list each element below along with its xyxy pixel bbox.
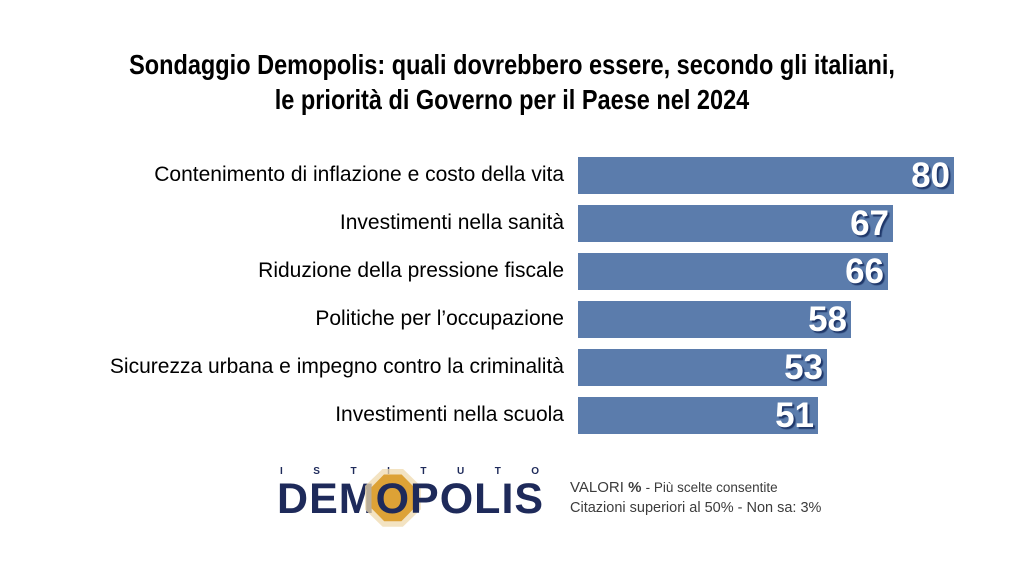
logo-letter: D bbox=[277, 475, 310, 523]
logo-istituto-letter: I bbox=[280, 466, 283, 477]
title-line-2: le priorità di Governo per il Paese nel … bbox=[274, 84, 750, 115]
bar-track: 58 bbox=[578, 299, 991, 339]
chart-row: Riduzione della pressione fiscale 66 bbox=[33, 247, 991, 295]
logo-istituto-letter: T bbox=[350, 466, 357, 477]
logo-istituto-letter: O bbox=[531, 466, 540, 477]
category-label: Politiche per l’occupazione bbox=[315, 307, 564, 330]
bar: 51 bbox=[578, 395, 818, 435]
bar-track: 66 bbox=[578, 251, 991, 291]
value-label: 53 bbox=[784, 347, 823, 387]
logo-demopolis-text: DEMOPOLIS bbox=[277, 468, 545, 527]
logo-letter: S bbox=[514, 475, 545, 523]
chart-row: Investimenti nella sanità 67 bbox=[33, 199, 991, 247]
logo-letter: I bbox=[501, 475, 515, 523]
percent-symbol: % bbox=[628, 479, 642, 496]
footnote-line-2: Citazioni superiori al 50% - Non sa: 3% bbox=[570, 500, 822, 516]
logo-istituto-letter: S bbox=[313, 466, 320, 477]
logo-letter: O bbox=[439, 475, 475, 523]
value-label: 51 bbox=[775, 395, 814, 435]
category-label: Sicurezza urbana e impegno contro la cri… bbox=[109, 355, 564, 378]
logo-letter: P bbox=[410, 475, 440, 523]
bar-track: 80 bbox=[578, 155, 991, 195]
chart-row: Sicurezza urbana e impegno contro la cri… bbox=[33, 343, 991, 391]
bar-chart: Contenimento di inflazione e costo della… bbox=[33, 151, 991, 439]
bar: 66 bbox=[578, 251, 888, 291]
value-label: 67 bbox=[850, 203, 889, 243]
logo-letter: E bbox=[309, 475, 339, 523]
logo-istituto-letter: T bbox=[420, 466, 427, 477]
title-line-1: Sondaggio Demopolis: quali dovrebbero es… bbox=[129, 49, 895, 80]
logo-letter: L bbox=[474, 475, 502, 523]
value-label: 80 bbox=[911, 155, 950, 195]
footnote-line-1: VALORI % - Più scelte consentite bbox=[570, 477, 821, 498]
bar-track: 53 bbox=[578, 347, 991, 387]
valori-label: VALORI bbox=[570, 479, 624, 496]
category-label: Investimenti nella scuola bbox=[335, 403, 564, 426]
bar: 58 bbox=[578, 299, 851, 339]
bar: 80 bbox=[578, 155, 954, 195]
bar: 53 bbox=[578, 347, 827, 387]
footnote: VALORI % - Più scelte consentite Citazio… bbox=[570, 477, 821, 518]
category-label: Investimenti nella sanità bbox=[339, 211, 564, 234]
logo-gold-o: O bbox=[364, 468, 421, 527]
page-title: Sondaggio Demopolis: quali dovrebbero es… bbox=[0, 47, 1024, 117]
category-label: Riduzione della pressione fiscale bbox=[258, 259, 564, 282]
chart-row: Investimenti nella scuola 51 bbox=[33, 391, 991, 439]
value-label: 58 bbox=[808, 299, 847, 339]
footnote-line-1-rest: - Più scelte consentite bbox=[645, 480, 778, 495]
logo-istituto-letter: U bbox=[456, 466, 465, 477]
value-label: 66 bbox=[845, 251, 884, 291]
gold-center-dot bbox=[385, 489, 400, 504]
bar-track: 67 bbox=[578, 203, 991, 243]
logo-istituto-letter: T bbox=[494, 466, 501, 477]
demopolis-logo: ISTITUTO DEMOPOLIS bbox=[277, 466, 545, 527]
chart-row: Politiche per l’occupazione 58 bbox=[33, 295, 991, 343]
bar: 67 bbox=[578, 203, 893, 243]
bar-track: 51 bbox=[578, 395, 991, 435]
chart-row: Contenimento di inflazione e costo della… bbox=[33, 151, 991, 199]
category-label: Contenimento di inflazione e costo della… bbox=[154, 163, 564, 186]
